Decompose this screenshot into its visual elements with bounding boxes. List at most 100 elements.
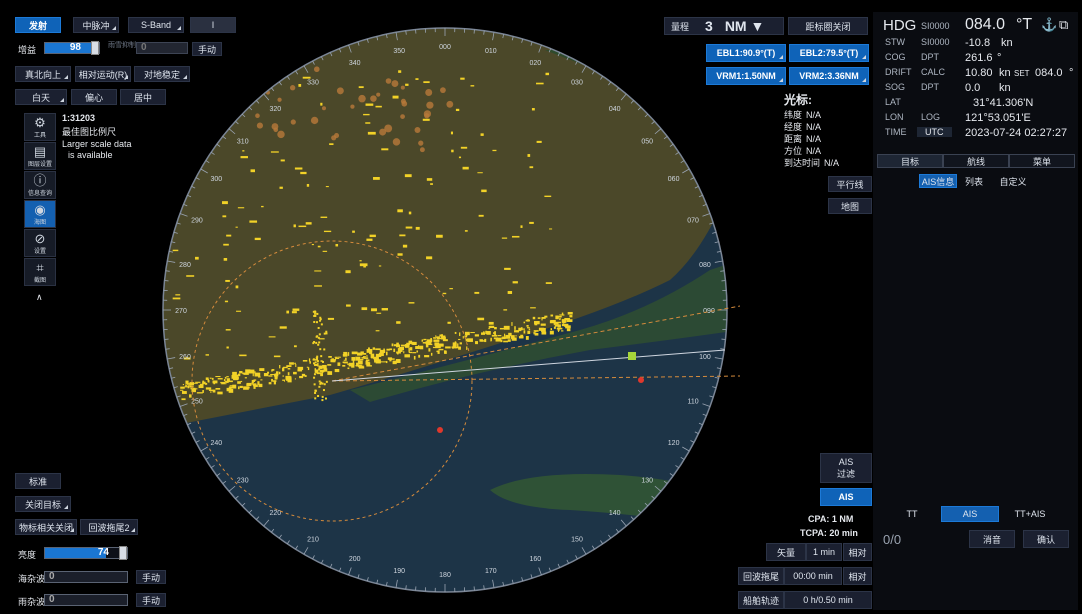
- time-source[interactable]: UTC: [917, 127, 952, 137]
- brightness-knob[interactable]: [119, 546, 127, 560]
- radar-echo: [212, 380, 218, 384]
- radar-echo: [396, 351, 401, 354]
- bearing-tick: [405, 30, 407, 35]
- crop-icon[interactable]: ⌗ 截图: [24, 258, 56, 286]
- radar-echo: [320, 373, 324, 377]
- trail-mode-button[interactable]: 相对: [843, 567, 872, 585]
- bearing-tick: [195, 440, 200, 443]
- collapse-icon[interactable]: ∧: [36, 292, 43, 302]
- radar-echo: [212, 389, 216, 393]
- band-button[interactable]: S-Band: [128, 17, 184, 33]
- gain-slider[interactable]: 98: [44, 41, 100, 55]
- radar-echo: [316, 360, 319, 363]
- ais-filter-button[interactable]: AIS 过滤: [820, 453, 872, 483]
- trail-value[interactable]: 00:00 min: [784, 567, 842, 585]
- pulse-button[interactable]: 中脉冲: [73, 17, 119, 33]
- rain-clutter-slider[interactable]: 0: [44, 571, 128, 583]
- range-rings-button[interactable]: 距标圈关闭: [788, 17, 868, 35]
- radar-echo: [203, 117, 209, 121]
- radar-echo: [287, 372, 290, 376]
- radar-echo: [503, 325, 510, 330]
- ebl1-button[interactable]: EBL1:90.9°(T): [706, 44, 786, 62]
- blank-button[interactable]: I: [190, 17, 236, 33]
- bearing-label: 050: [641, 138, 653, 145]
- bearing-tick: [530, 574, 533, 579]
- radar-echo: [435, 345, 441, 349]
- ship-icon[interactable]: ⚓: [1041, 17, 1058, 32]
- brightness-slider[interactable]: 74: [44, 546, 128, 560]
- tab-targets[interactable]: 目标: [877, 154, 943, 168]
- past-track-value[interactable]: 0 h/0.50 min: [784, 591, 872, 609]
- ebl2-button[interactable]: EBL2:79.5°(T): [789, 44, 869, 62]
- rain-clutter-manual-button[interactable]: 手动: [136, 570, 166, 584]
- radar-echo: [455, 108, 460, 112]
- bearing-label: 230: [237, 478, 249, 485]
- day-night-button[interactable]: 白天: [15, 89, 67, 105]
- center-button[interactable]: 居中: [120, 89, 166, 105]
- radar-echo: [412, 352, 417, 354]
- hdg-value: 084.0: [965, 16, 1006, 33]
- cog-unit: °: [997, 52, 1002, 64]
- target-marker[interactable]: [437, 427, 443, 433]
- subtab-list[interactable]: 列表: [964, 176, 983, 187]
- bearing-tick: [680, 456, 685, 460]
- radar-echo: [433, 339, 440, 342]
- sea-row-manual-button[interactable]: 手动: [192, 42, 222, 56]
- radar-ppi[interactable]: 000 010 020 030 040 050 060 070 080 090 100 110 120 1…: [150, 10, 740, 614]
- external-link-icon[interactable]: ⧉: [1059, 17, 1069, 32]
- globe-icon[interactable]: ◉ 海图: [24, 200, 56, 228]
- ais-target[interactable]: [628, 352, 636, 360]
- tab-route[interactable]: 航线: [943, 154, 1009, 168]
- tab-tt[interactable]: TT: [906, 509, 918, 519]
- tab-menu[interactable]: 菜单: [1009, 154, 1075, 168]
- radar-echo: [426, 339, 433, 342]
- chart-button[interactable]: 地图: [828, 198, 872, 214]
- radar-echo: [223, 243, 229, 246]
- tab-ais[interactable]: AIS: [941, 506, 999, 522]
- dangerous-target[interactable]: [638, 377, 644, 383]
- subtab-custom[interactable]: 自定义: [999, 176, 1027, 187]
- mute-button[interactable]: 消音: [969, 530, 1015, 548]
- radar-echo: [404, 174, 412, 178]
- north-up-button[interactable]: 真北向上: [15, 66, 71, 82]
- sea-clutter-slider[interactable]: 0: [44, 594, 128, 606]
- stabilize-button[interactable]: 对地稳定: [134, 66, 190, 82]
- disabled-icon[interactable]: ⊘ 设置: [24, 229, 56, 257]
- relative-motion-button[interactable]: 相对运动(R): [75, 66, 131, 82]
- radar-echo: [294, 378, 296, 380]
- tab-tt-ais[interactable]: TT+AIS: [1014, 509, 1046, 519]
- bearing-tick: [630, 516, 634, 520]
- radar-echo: [322, 389, 325, 392]
- vector-mode-button[interactable]: 相对: [843, 543, 872, 561]
- layers-icon[interactable]: ▤ 图层设置: [24, 142, 56, 170]
- transmit-button[interactable]: 发射: [15, 17, 61, 33]
- close-target-button[interactable]: 关闭目标: [15, 496, 71, 512]
- vrm2-button[interactable]: VRM2:3.36NM: [789, 67, 869, 85]
- bearing-tick: [295, 70, 299, 75]
- ais-button[interactable]: AIS: [820, 488, 872, 506]
- target-assoc-button[interactable]: 物标相关关闭: [15, 519, 77, 535]
- radar-echo: [402, 244, 408, 248]
- tools-icon[interactable]: ⚙ 工具: [24, 113, 56, 141]
- echo-trail-button[interactable]: 回波拖尾2: [80, 519, 138, 535]
- radar-echo: [279, 186, 283, 189]
- radar-echo: [180, 389, 184, 391]
- radar-echo: [491, 334, 498, 337]
- vector-value[interactable]: 1 min: [806, 543, 842, 561]
- acknowledge-button[interactable]: 确认: [1023, 530, 1069, 548]
- cursor-row: 方位 N/A: [784, 144, 821, 157]
- subtab-ais-info[interactable]: AIS信息: [919, 174, 957, 188]
- parallel-index-button[interactable]: 平行线: [828, 176, 872, 192]
- offset-button[interactable]: 偏心: [71, 89, 117, 105]
- sea-clutter-label: 雨杂波: [18, 597, 46, 607]
- bearing-tick: [312, 555, 315, 560]
- gain-knob[interactable]: [91, 41, 99, 55]
- range-selector[interactable]: 量程 3 NM ▼: [664, 17, 784, 35]
- info-icon[interactable]: ⓘ 信息查询: [24, 171, 56, 199]
- sea-clutter-manual-button[interactable]: 手动: [136, 593, 166, 607]
- bearing-tick: [348, 567, 352, 576]
- standard-button[interactable]: 标准: [15, 473, 61, 489]
- sea-row-slider[interactable]: 0: [136, 42, 188, 54]
- radar-echo: [366, 355, 368, 359]
- vrm1-button[interactable]: VRM1:1.50NM: [706, 67, 786, 85]
